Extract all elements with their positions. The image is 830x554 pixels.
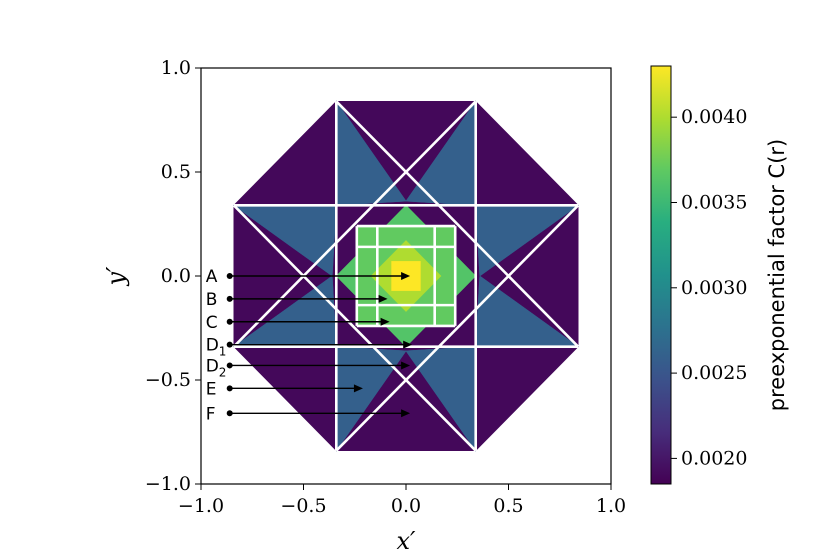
colorbar-ticks: 0.0020 0.0025 0.0030 0.0035 0.0040 [671,106,747,469]
annotation-label: A [206,267,218,287]
colorbar-tick-label: 0.0040 [681,106,747,128]
annotation-label: D1 [206,336,227,359]
annotation-subscript: 1 [219,345,227,359]
annotation-label: B [206,290,218,310]
annotation-arrow-head [401,409,411,418]
annotation-F: F [206,404,411,424]
tile-line [335,204,580,452]
y-axis-ticks: 1.0 0.5 0.0 −0.5 −1.0 [145,57,201,495]
y-axis-label: y′ [102,266,130,287]
colorbar-gradient [650,65,672,485]
y-tick-label: 0.0 [161,265,191,287]
annotation-label: C [206,313,218,333]
colorbar-tick-label: 0.0025 [681,362,747,384]
colorbar: 0.0020 0.0025 0.0030 0.0035 0.0040 preexpone… [650,65,789,485]
heatmap-tiles [232,100,580,452]
annotation-C: C [206,313,390,333]
tile-line [232,204,477,452]
x-tick-label: 1.0 [596,495,626,517]
y-tick-label: −0.5 [145,369,191,391]
annotation-arrow-head [353,384,363,393]
tile-line [335,100,580,348]
annotation-label: E [206,379,217,399]
y-tick-label: 0.5 [161,161,191,183]
y-tick-label: 1.0 [161,57,191,79]
tile-line [232,100,477,348]
colorbar-label: preexponential factor C(r) [765,139,789,411]
annotation-arrow-head [403,340,413,349]
annotation-A: A [206,267,411,287]
x-tick-label: −1.0 [178,495,224,517]
x-tick-label: 0.0 [391,495,421,517]
x-axis-ticks: −1.0 −0.5 0.0 0.5 1.0 [178,484,626,517]
y-tick-label: −1.0 [145,473,191,495]
annotation-subscript: 2 [219,365,227,379]
annotation-arrow-head [378,294,388,303]
annotation-E: E [206,379,363,399]
annotation-B: B [206,290,388,310]
colorbar-tick-label: 0.0020 [681,447,747,469]
annotation-arrow-head [380,317,390,326]
plot-area [232,100,580,452]
colorbar-tick-label: 0.0030 [681,277,747,299]
annotation-label: F [206,404,216,424]
x-axis-label: x′ [397,527,417,554]
tile-boundary-lines [232,100,580,452]
x-tick-label: 0.5 [493,495,523,517]
annotation-label: D2 [206,356,227,379]
annotation-arrow-head [401,361,411,370]
colorbar-tick-label: 0.0035 [681,191,747,213]
annotation-arrow-head [401,272,411,280]
x-tick-label: −0.5 [280,495,326,517]
